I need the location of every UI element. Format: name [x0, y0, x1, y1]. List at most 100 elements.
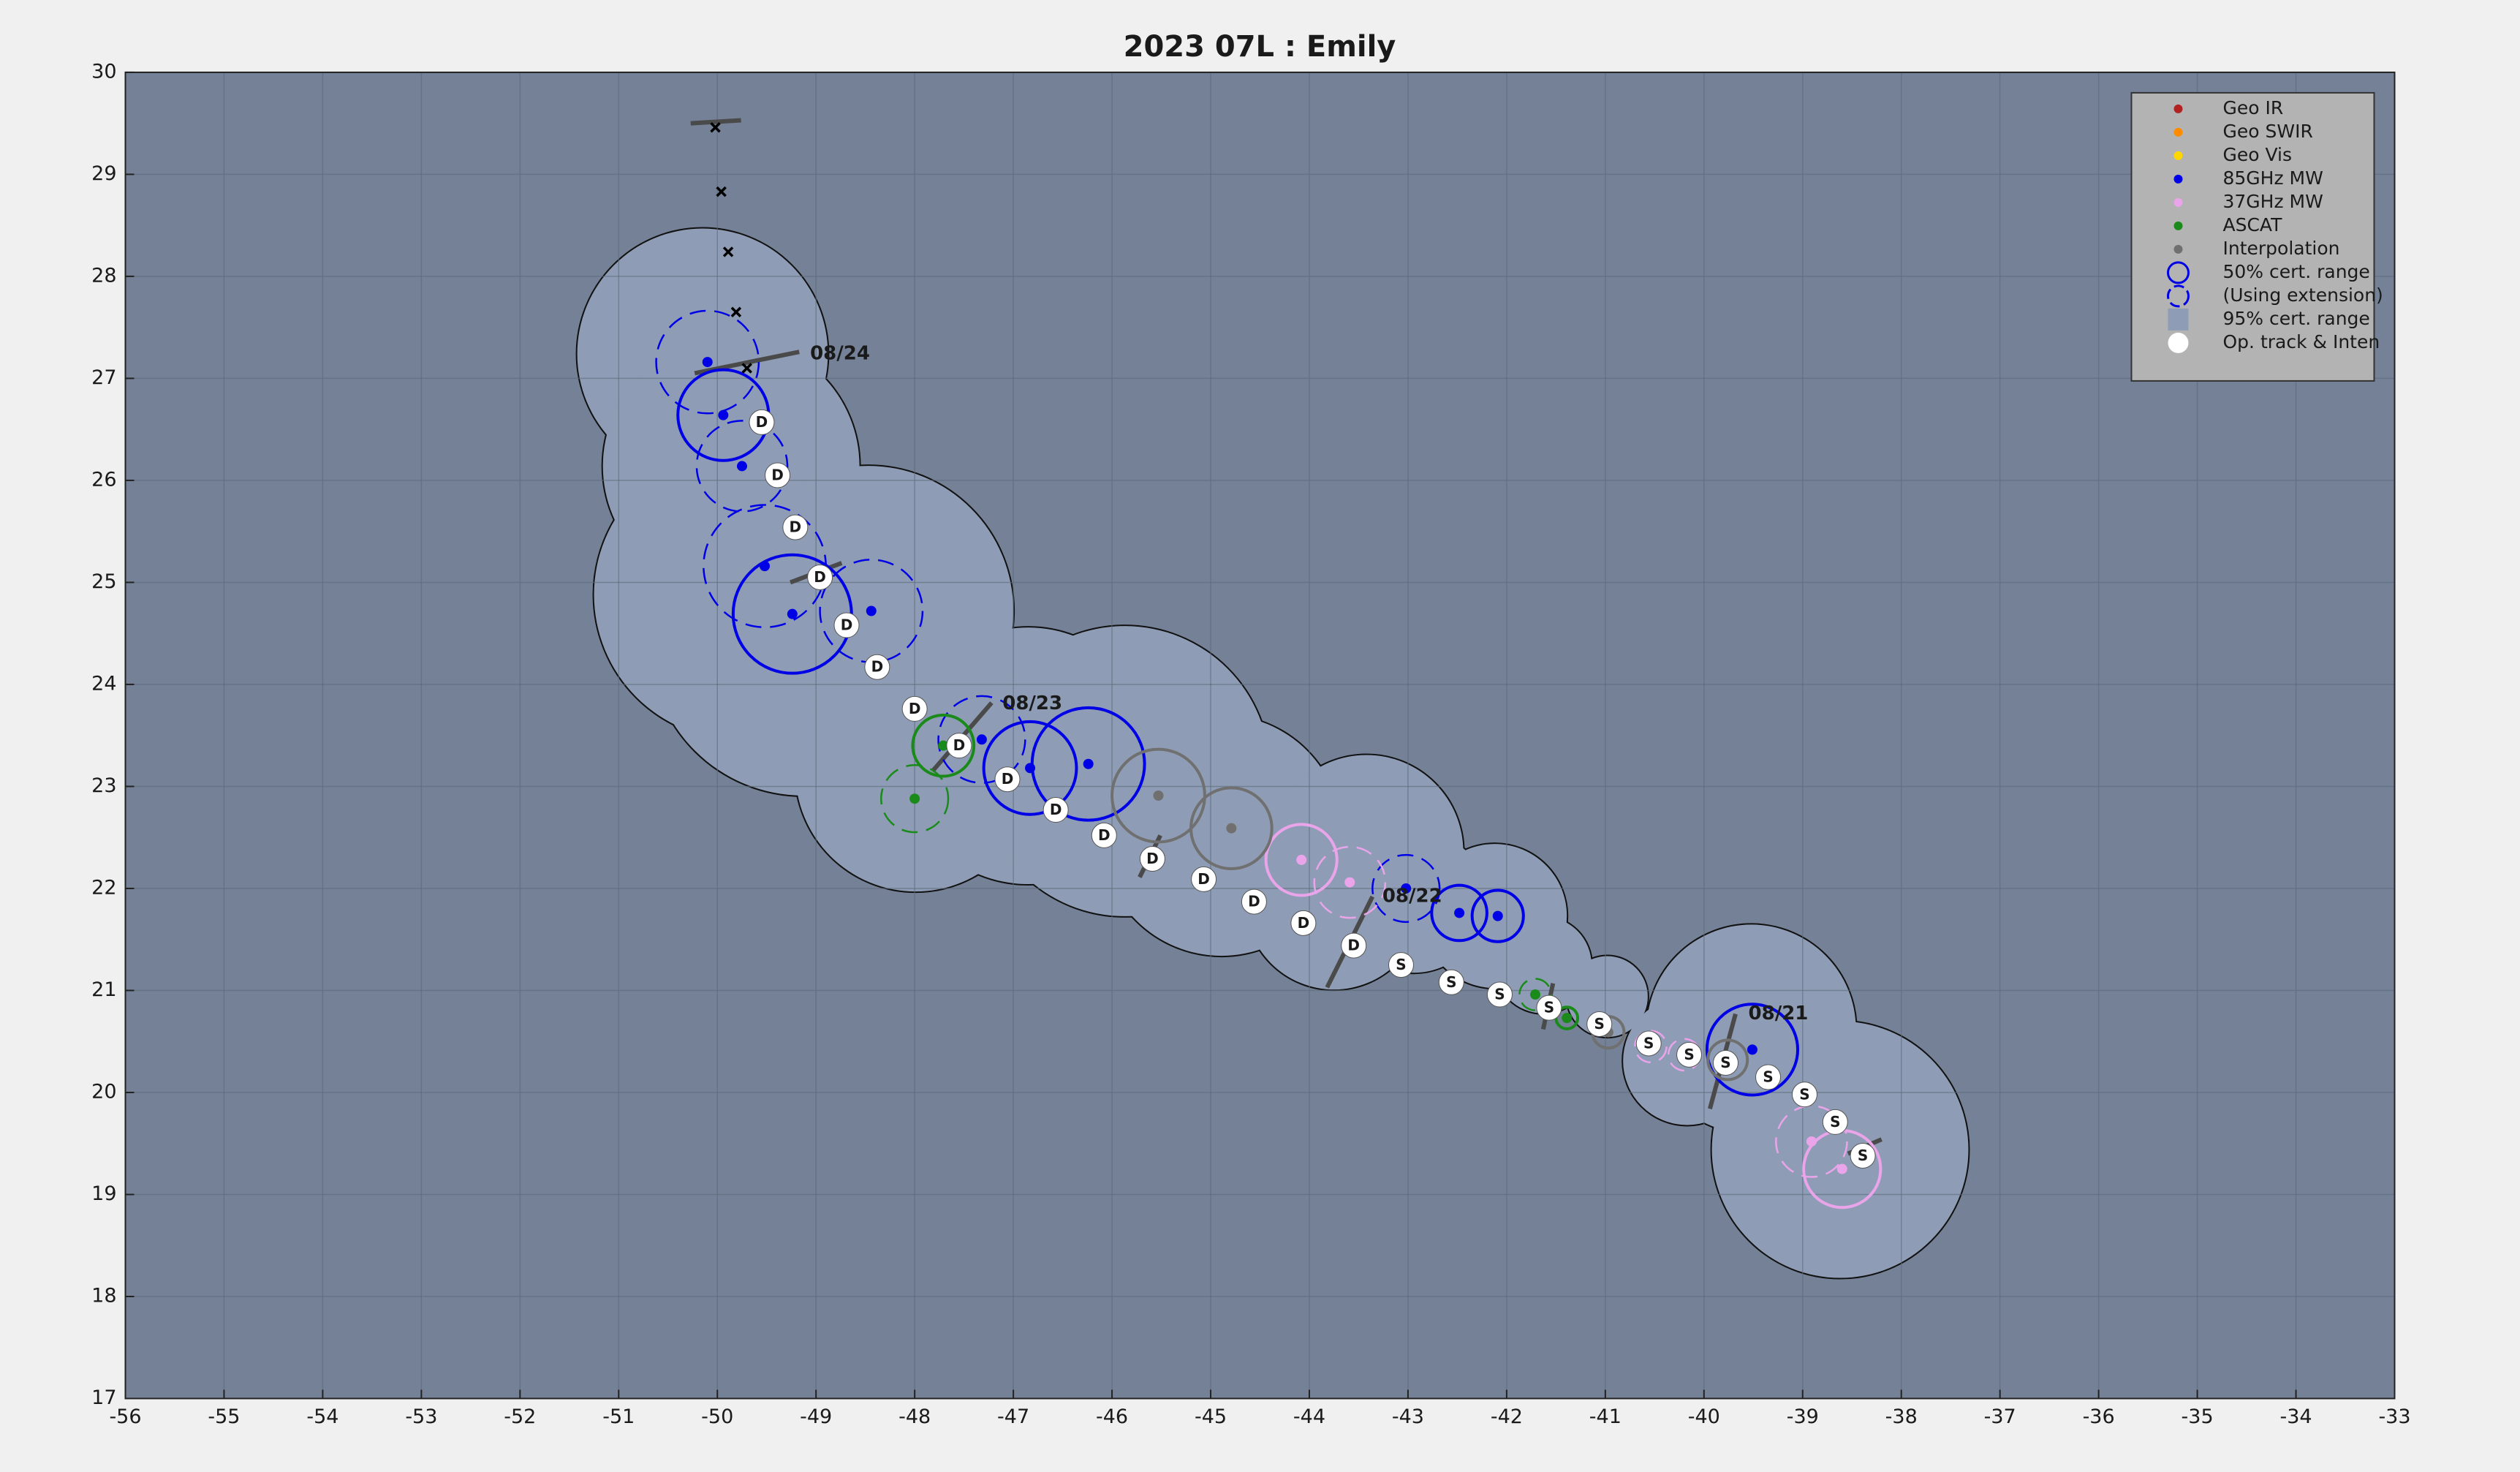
cert50-circle: [1518, 978, 1552, 1011]
fix-point: [1747, 1044, 1757, 1055]
fix-point: [1296, 854, 1307, 865]
fix-point: [1454, 907, 1465, 918]
legend-marker: [2173, 151, 2183, 160]
x-mark: [716, 186, 727, 197]
cert50-circle: [1634, 1030, 1668, 1064]
track-label: S: [1594, 1015, 1605, 1033]
x-mark: [722, 246, 734, 257]
track-label: D: [756, 413, 768, 431]
fix-point: [938, 740, 949, 751]
track-point: [1438, 969, 1464, 995]
y-tick-label: 28: [91, 264, 116, 287]
x-mark: [741, 363, 752, 374]
cert50-circle: [911, 713, 976, 778]
track-label: S: [1396, 956, 1406, 973]
legend-label: Geo SWIR: [2223, 121, 2313, 142]
legend-marker: [2167, 284, 2190, 308]
track-label: S: [1643, 1035, 1654, 1052]
track-point: [749, 409, 775, 435]
y-tick-label: 27: [91, 366, 116, 389]
track-label: D: [871, 658, 884, 676]
x-tick-label: -34: [2279, 1405, 2312, 1428]
x-mark: [730, 306, 742, 317]
y-tick-label: 24: [91, 672, 116, 695]
track-label: D: [953, 736, 966, 754]
x-mark: [710, 121, 721, 133]
y-tick-label: 22: [91, 876, 116, 899]
legend-label: Interpolation: [2223, 238, 2340, 259]
track-label: D: [1002, 770, 1014, 788]
x-tick-label: -45: [1195, 1405, 1227, 1428]
track-label: S: [1544, 999, 1554, 1016]
legend-label: (Using extension): [2223, 284, 2383, 306]
y-tick-label: 20: [91, 1080, 116, 1103]
x-tick-label: -52: [504, 1405, 536, 1428]
fix-point: [1492, 910, 1503, 921]
cert50-circle: [937, 695, 1026, 784]
legend-marker: [2168, 332, 2189, 353]
track-point: [1139, 846, 1165, 872]
legend-label: Geo IR: [2223, 97, 2284, 118]
legend-marker: [2173, 244, 2183, 254]
legend-marker: [2173, 104, 2183, 113]
track-point: [901, 695, 928, 722]
track-point: [1388, 952, 1414, 978]
x-tick-label: -47: [997, 1405, 1029, 1428]
legend-label: ASCAT: [2223, 214, 2283, 235]
track-point: [994, 766, 1021, 793]
track-point: [1850, 1142, 1876, 1169]
cert50-circle: [1775, 1105, 1848, 1178]
fix-point: [1836, 1163, 1847, 1174]
legend-label: 95% cert. range: [2223, 308, 2370, 329]
cert50-circle: [1189, 786, 1274, 870]
fix-point: [909, 793, 920, 804]
x-tick-label: -49: [800, 1405, 832, 1428]
legend-marker: [2173, 197, 2183, 207]
track-point: [782, 514, 809, 540]
x-tick-label: -54: [306, 1405, 338, 1428]
track-label: D: [1347, 937, 1360, 954]
track-point: [1043, 797, 1069, 823]
y-tick-label: 25: [91, 570, 116, 593]
x-tick-label: -37: [1984, 1405, 2016, 1428]
track-point: [1486, 981, 1513, 1008]
track-point: [1091, 822, 1117, 848]
track-label: S: [1763, 1068, 1773, 1086]
track-point: [1341, 932, 1367, 959]
x-tick-label: -35: [2182, 1405, 2214, 1428]
track-point: [1676, 1041, 1703, 1068]
track-label: S: [1720, 1054, 1730, 1071]
y-tick-label: 23: [91, 774, 116, 797]
fix-point: [736, 461, 747, 472]
cert50-circle: [1110, 747, 1206, 844]
track-point: [1635, 1030, 1662, 1057]
legend-marker: [2173, 127, 2183, 137]
track-label: D: [1050, 801, 1062, 818]
x-tick-label: -39: [1787, 1405, 1819, 1428]
track-point: [1241, 888, 1267, 915]
track-point: [1822, 1109, 1848, 1135]
track-label: D: [1098, 826, 1110, 844]
track-label: D: [1146, 850, 1159, 867]
fix-point: [1344, 877, 1355, 888]
cert50-circle: [655, 309, 760, 415]
cert95-region: [1567, 956, 1648, 1038]
x-tick-label: -53: [405, 1405, 437, 1428]
fix-point: [702, 357, 713, 368]
track-label: D: [1197, 870, 1210, 888]
y-tick-label: 19: [91, 1182, 116, 1205]
y-tick-label: 17: [91, 1386, 116, 1409]
track-label: S: [1494, 986, 1505, 1003]
fix-point: [1083, 758, 1094, 769]
legend-box: [2130, 91, 2375, 382]
track-point: [833, 612, 860, 638]
cert95-region: [1494, 916, 1592, 1014]
chart-title: 2023 07L : Emily: [1124, 30, 1396, 64]
track-point: [1755, 1064, 1782, 1090]
y-tick-label: 18: [91, 1284, 116, 1307]
cert50-circle: [1470, 888, 1525, 943]
legend-label: Op. track & Inten: [2223, 331, 2380, 352]
track-point: [1712, 1050, 1738, 1076]
track-label: D: [814, 568, 826, 586]
